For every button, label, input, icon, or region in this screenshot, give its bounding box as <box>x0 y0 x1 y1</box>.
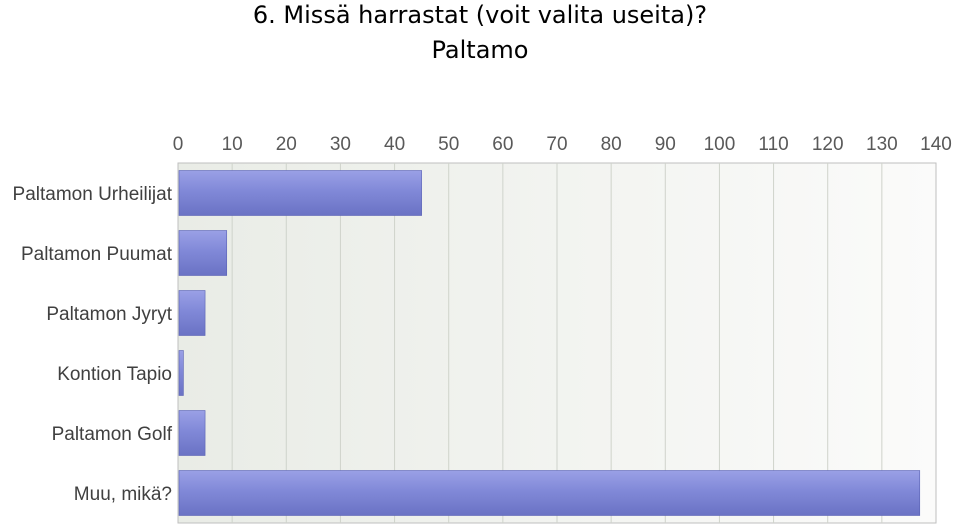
bar <box>178 410 206 456</box>
bar <box>178 470 921 516</box>
x-tick-label: 100 <box>704 134 736 155</box>
x-tick-label: 90 <box>655 134 676 155</box>
x-tick-label: 10 <box>222 134 243 155</box>
x-tick-label: 110 <box>758 134 788 155</box>
category-label: Kontion Tapio <box>57 364 172 385</box>
x-tick-label: 30 <box>330 134 351 155</box>
category-label: Muu, mikä? <box>74 484 172 505</box>
x-tick-label: 70 <box>546 134 567 155</box>
x-tick-label: 140 <box>920 134 952 155</box>
x-tick-label: 50 <box>438 134 459 155</box>
category-label: Paltamon Golf <box>52 424 173 445</box>
x-tick-label: 0 <box>173 134 184 155</box>
category-label: Paltamon Urheilijat <box>13 184 173 205</box>
x-tick-label: 130 <box>866 134 898 155</box>
bar <box>178 170 422 216</box>
x-tick-label: 80 <box>601 134 622 155</box>
x-tick-label: 120 <box>812 134 844 155</box>
x-tick-label: 20 <box>276 134 297 155</box>
bar <box>178 230 228 276</box>
category-label: Paltamon Jyryt <box>46 304 172 325</box>
bar <box>178 350 184 396</box>
bar <box>178 290 206 336</box>
category-label: Paltamon Puumat <box>21 244 173 265</box>
x-tick-label: 60 <box>492 134 513 155</box>
x-tick-label: 40 <box>384 134 405 155</box>
chart-subtitle: Paltamo <box>431 36 529 64</box>
chart-title: 6. Missä harrastat (voit valita useita)? <box>252 1 708 29</box>
